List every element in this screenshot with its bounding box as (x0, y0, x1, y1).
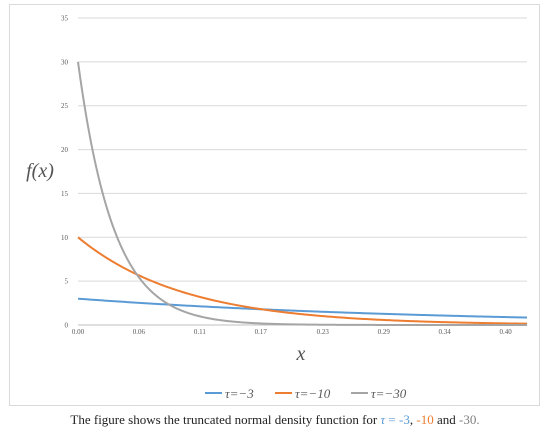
x-tick-label: 0.11 (194, 328, 206, 336)
figure-caption: The figure shows the truncated normal de… (0, 412, 550, 428)
caption-value-3: -30. (458, 412, 480, 427)
y-tick-label: 30 (61, 58, 69, 66)
caption-separator-1: , (409, 412, 417, 427)
legend-entry-label: τ=−3 (225, 386, 254, 401)
y-tick-label: 15 (61, 190, 69, 198)
x-tick-label: 0.06 (133, 328, 146, 336)
legend-entry-label: τ=−10 (295, 386, 331, 401)
series-line (77, 297, 528, 319)
series-line (77, 236, 528, 325)
x-tick-label: 0.23 (317, 328, 330, 336)
x-tick-label: 0.17 (255, 328, 268, 336)
legend: τ=−3 τ=−10 τ=−30 (205, 386, 407, 401)
axes: 0 5 10 15 20 25 30 35 0.00 0.06 0.11 0.17 0.23 0.29 0.… (61, 15, 527, 336)
series-lines (77, 61, 528, 326)
y-tick-label: 10 (61, 234, 69, 242)
figure-frame (9, 4, 540, 406)
caption-separator-2: and (433, 412, 459, 427)
legend-entry-label: τ=−30 (371, 386, 407, 401)
x-tick-label: 0.00 (72, 328, 85, 336)
caption-equals: = (385, 412, 400, 427)
caption-value-1: -3 (399, 412, 410, 427)
y-tick-label: 5 (65, 278, 69, 286)
x-tick-label: 0.29 (378, 328, 391, 336)
y-axis-label: f(x) (26, 160, 54, 182)
series-line (77, 61, 527, 326)
x-tick-label: 0.34 (439, 328, 452, 336)
gridlines (78, 17, 527, 282)
x-tick-label: 0.40 (499, 328, 512, 336)
y-tick-label: 25 (61, 102, 69, 110)
y-tick-label: 35 (61, 15, 69, 23)
y-tick-label: 0 (65, 322, 69, 330)
caption-prefix: The figure shows the truncated normal de… (70, 412, 381, 427)
caption-tau-symbol: τ (380, 412, 386, 427)
x-axis-label: x (296, 343, 306, 365)
y-tick-label: 20 (61, 146, 69, 154)
caption-value-2: -10 (416, 412, 434, 427)
